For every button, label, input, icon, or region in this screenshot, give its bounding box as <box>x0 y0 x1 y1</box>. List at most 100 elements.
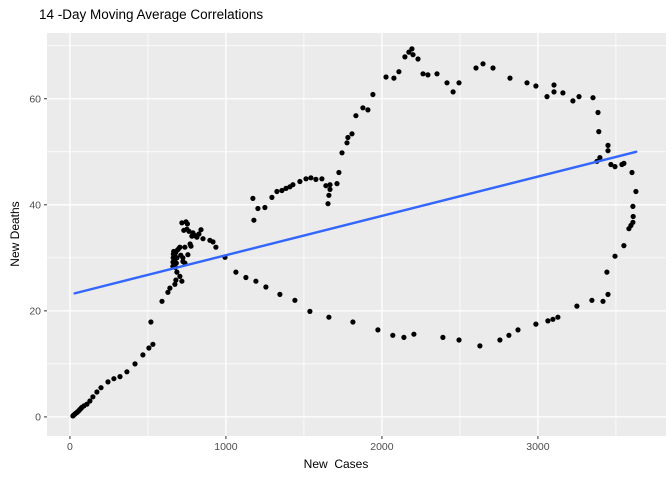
data-point <box>402 54 408 60</box>
data-point <box>604 269 610 275</box>
data-point <box>146 345 152 351</box>
data-point <box>619 161 625 168</box>
data-point <box>277 291 283 297</box>
data-point <box>200 236 206 242</box>
data-point <box>173 260 179 266</box>
data-point <box>440 334 446 340</box>
data-point <box>450 89 456 95</box>
data-point <box>456 80 462 86</box>
data-point <box>165 289 171 295</box>
data-point <box>596 129 602 135</box>
data-point <box>401 334 407 340</box>
data-point <box>279 187 285 194</box>
data-point <box>185 252 191 258</box>
data-point <box>353 113 359 119</box>
data-point <box>269 194 275 200</box>
data-point <box>287 184 293 190</box>
x-tick-label: 3000 <box>526 441 550 453</box>
data-point <box>630 213 636 220</box>
data-point <box>303 176 309 182</box>
data-point <box>111 376 117 382</box>
data-point <box>550 316 556 322</box>
data-point <box>544 94 550 100</box>
data-point <box>150 341 156 347</box>
data-point <box>490 65 496 71</box>
chart-title: 14 -Day Moving Average Correlations <box>39 7 264 22</box>
data-point <box>595 109 601 116</box>
data-point <box>323 183 329 189</box>
data-point <box>132 361 138 367</box>
data-point <box>344 140 350 146</box>
data-point <box>253 278 259 284</box>
data-point <box>551 89 557 95</box>
data-point <box>473 65 479 71</box>
data-point <box>597 155 603 161</box>
data-point <box>589 297 595 303</box>
data-point <box>327 186 333 192</box>
data-point <box>210 239 216 245</box>
data-point <box>182 244 188 250</box>
data-point <box>605 142 611 148</box>
data-point <box>283 185 289 191</box>
data-point <box>124 369 130 375</box>
data-point <box>406 49 412 55</box>
data-point <box>327 182 333 188</box>
data-point <box>630 219 636 225</box>
data-point <box>360 105 366 111</box>
data-point <box>307 308 313 314</box>
data-point <box>410 52 416 58</box>
data-point <box>87 398 93 404</box>
data-point <box>90 394 96 400</box>
data-point <box>180 255 186 261</box>
data-point <box>612 164 618 170</box>
data-point <box>179 220 185 226</box>
data-point <box>186 228 192 234</box>
data-point <box>179 278 185 284</box>
data-point <box>612 253 618 259</box>
x-tick-label: 1000 <box>214 441 238 453</box>
data-point <box>105 379 111 385</box>
data-point <box>390 332 396 338</box>
data-point <box>629 169 635 176</box>
data-point <box>250 195 256 201</box>
data-point <box>177 244 183 250</box>
data-point <box>434 71 440 77</box>
data-point <box>292 297 298 303</box>
data-point <box>326 192 332 198</box>
data-point <box>497 337 503 343</box>
plot-panel <box>47 33 666 436</box>
data-point <box>415 56 421 62</box>
data-point <box>94 389 100 395</box>
data-point <box>365 107 371 113</box>
data-point <box>551 82 557 88</box>
data-point <box>326 314 332 320</box>
data-point <box>507 75 513 81</box>
data-point <box>196 231 202 237</box>
data-point <box>198 227 204 233</box>
data-point <box>576 94 582 100</box>
data-point <box>274 188 280 195</box>
data-point <box>350 319 356 325</box>
data-point <box>506 332 512 338</box>
data-point <box>174 269 180 275</box>
data-point <box>188 243 194 249</box>
data-point <box>313 176 319 182</box>
data-point <box>251 217 257 223</box>
data-point <box>545 318 551 324</box>
data-point <box>140 352 146 358</box>
data-point <box>605 291 611 297</box>
data-point <box>524 80 530 86</box>
data-point <box>456 337 462 343</box>
data-point <box>574 303 580 309</box>
data-point <box>339 150 345 156</box>
data-point <box>533 321 539 327</box>
data-point <box>411 331 417 337</box>
data-point <box>213 244 219 250</box>
y-tick-label: 20 <box>29 305 41 317</box>
y-tick-label: 40 <box>29 199 41 211</box>
data-point <box>570 98 576 104</box>
data-point <box>396 69 402 75</box>
x-tick-label: 2000 <box>370 441 394 453</box>
y-tick-label: 60 <box>29 93 41 105</box>
